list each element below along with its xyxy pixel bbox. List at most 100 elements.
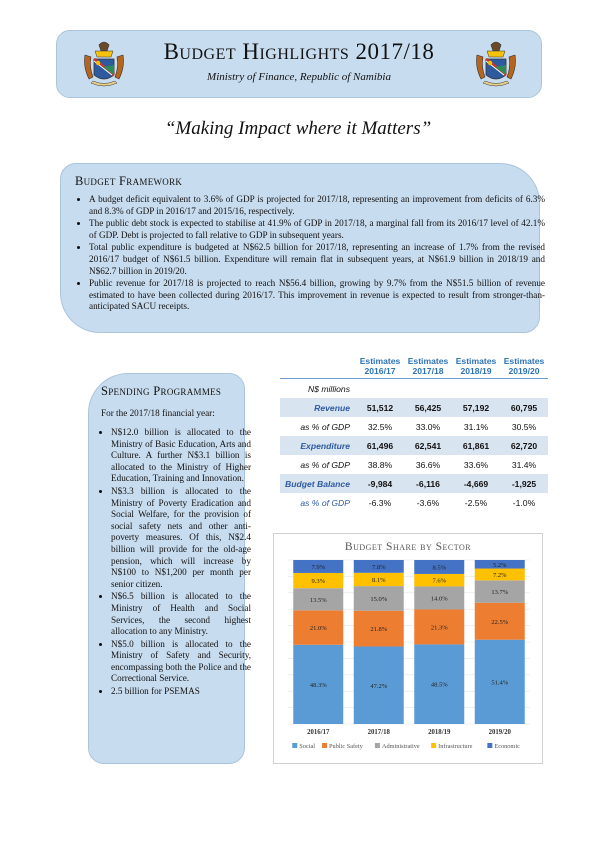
data-label: 13.7% xyxy=(491,589,508,596)
row-label: Revenue xyxy=(280,398,356,417)
x-tick-label: 2018/19 xyxy=(428,729,451,736)
motto-quote: “Making Impact where it Matters” xyxy=(0,118,596,140)
data-label: 7.6% xyxy=(432,578,446,585)
table-cell: 33.6% xyxy=(452,455,500,474)
budget-framework-panel: Budget Framework A budget deficit equiva… xyxy=(60,163,540,333)
legend-swatch xyxy=(322,743,327,748)
data-label: 22.5% xyxy=(491,619,508,626)
list-item: N$12.0 billion is allocated to the Minis… xyxy=(111,427,251,485)
data-label: 21.0% xyxy=(310,625,327,632)
table-cell: 33.0% xyxy=(404,417,452,436)
data-label: 47.2% xyxy=(370,683,387,690)
table-cell: 60,795 xyxy=(500,398,548,417)
units-label: N$ millions xyxy=(280,379,356,399)
table-row: Expenditure 61,496 62,541 61,861 62,720 xyxy=(280,436,548,455)
section-heading: Spending Programmes xyxy=(101,384,221,399)
data-label: 13.5% xyxy=(310,597,327,604)
list-item: The public debt stock is expected to sta… xyxy=(89,218,545,241)
legend-swatch xyxy=(375,743,380,748)
column-header: Estimates 2018/19 xyxy=(452,356,500,379)
data-label: 8.1% xyxy=(372,577,386,584)
legend-label: Administrative xyxy=(382,743,420,750)
table-cell: -6.3% xyxy=(356,493,404,512)
legend-label: Economic xyxy=(494,743,520,750)
column-header: Estimates 2017/18 xyxy=(404,356,452,379)
data-label: 5.2% xyxy=(493,562,507,569)
row-label: Expenditure xyxy=(280,436,356,455)
data-label: 14.0% xyxy=(431,595,448,602)
data-label: 7.2% xyxy=(493,572,507,579)
table-cell: -9,984 xyxy=(356,474,404,493)
legend-label: Social xyxy=(299,743,315,750)
table-cell: -6,116 xyxy=(404,474,452,493)
list-item: 2.5 billion for PSEMAS xyxy=(111,686,251,698)
list-item: N$5.0 billion is allocated to the Minist… xyxy=(111,639,251,685)
table-cell: 56,425 xyxy=(404,398,452,417)
section-intro: For the 2017/18 financial year: xyxy=(101,408,215,418)
data-label: 9.3% xyxy=(311,578,325,585)
table-header-row: Estimates 2016/17 Estimates 2017/18 Esti… xyxy=(280,356,548,379)
row-label: Budget Balance xyxy=(280,474,356,493)
coat-of-arms-icon xyxy=(473,37,519,91)
table-cell: -1,925 xyxy=(500,474,548,493)
spending-programmes-panel: Spending Programmes For the 2017/18 fina… xyxy=(88,373,245,764)
table-cell: 32.5% xyxy=(356,417,404,436)
table-row: Revenue 51,512 56,425 57,192 60,795 xyxy=(280,398,548,417)
data-label: 15.0% xyxy=(370,596,387,603)
x-tick-label: 2017/18 xyxy=(368,729,391,736)
list-item: Total public expenditure is budgeted at … xyxy=(89,242,545,277)
x-tick-label: 2016/17 xyxy=(307,729,330,736)
page-subtitle: Ministry of Finance, Republic of Namibia xyxy=(57,71,541,83)
table-cell: -4,669 xyxy=(452,474,500,493)
table-cell: -2.5% xyxy=(452,493,500,512)
table-cell: 51,512 xyxy=(356,398,404,417)
data-label: 21.3% xyxy=(431,624,448,631)
table-cell: 30.5% xyxy=(500,417,548,436)
data-label: 8.5% xyxy=(432,564,446,571)
row-label: as % of GDP xyxy=(280,417,356,436)
data-label: 51.4% xyxy=(491,679,508,686)
table-cell: 31.1% xyxy=(452,417,500,436)
fiscal-table: Estimates 2016/17 Estimates 2017/18 Esti… xyxy=(280,356,548,512)
table-row: Budget Balance -9,984 -6,116 -4,669 -1,9… xyxy=(280,474,548,493)
list-item: N$6.5 billion is allocated to the Minist… xyxy=(111,591,251,637)
legend-swatch xyxy=(431,743,436,748)
page-title: Budget Highlights 2017/18 xyxy=(57,39,541,65)
column-header: Estimates 2016/17 xyxy=(356,356,404,379)
chart-canvas: 48.3% 21.0% 13.5% 9.3% 7.9% 2016/17 47.2% 21.8%… xyxy=(274,534,542,763)
list-item: Public revenue for 2017/18 is projected … xyxy=(89,278,545,313)
data-label: 21.8% xyxy=(370,626,387,633)
legend-swatch xyxy=(487,743,492,748)
table-cell: 61,861 xyxy=(452,436,500,455)
section-heading: Budget Framework xyxy=(75,174,182,189)
table-row: N$ millions xyxy=(280,379,548,399)
data-label: 7.9% xyxy=(311,564,325,571)
header-banner: Budget Highlights 2017/18 Ministry of Fi… xyxy=(56,30,542,98)
table-cell: 36.6% xyxy=(404,455,452,474)
row-label: as % of GDP xyxy=(280,455,356,474)
table-cell: 62,541 xyxy=(404,436,452,455)
table-cell: 62,720 xyxy=(500,436,548,455)
table-cell: -3.6% xyxy=(404,493,452,512)
table-row: as % of GDP 38.8% 36.6% 33.6% 31.4% xyxy=(280,455,548,474)
spending-list: N$12.0 billion is allocated to the Minis… xyxy=(95,427,251,699)
x-tick-label: 2019/20 xyxy=(489,729,512,736)
list-item: N$3.3 billion is allocated to the Minist… xyxy=(111,486,251,590)
data-label: 48.3% xyxy=(310,682,327,689)
legend-swatch xyxy=(292,743,297,748)
table-row: as % of GDP 32.5% 33.0% 31.1% 30.5% xyxy=(280,417,548,436)
data-label: 48.5% xyxy=(431,682,448,689)
row-label: as % of GDP xyxy=(280,493,356,512)
framework-list: A budget deficit equivalent to 3.6% of G… xyxy=(73,194,545,314)
table-row: as % of GDP -6.3% -3.6% -2.5% -1.0% xyxy=(280,493,548,512)
legend-label: Public Safety xyxy=(329,743,364,750)
table-cell: 61,496 xyxy=(356,436,404,455)
table-cell: 31.4% xyxy=(500,455,548,474)
table-cell: -1.0% xyxy=(500,493,548,512)
table-cell: 57,192 xyxy=(452,398,500,417)
list-item: A budget deficit equivalent to 3.6% of G… xyxy=(89,194,545,217)
legend-label: Infrastructure xyxy=(438,743,472,750)
column-header: Estimates 2019/20 xyxy=(500,356,548,379)
data-label: 7.8% xyxy=(372,564,386,571)
table-cell: 38.8% xyxy=(356,455,404,474)
